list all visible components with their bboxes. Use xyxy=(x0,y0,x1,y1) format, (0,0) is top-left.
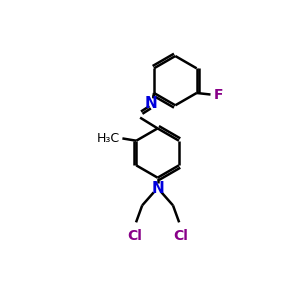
Text: N: N xyxy=(145,96,157,111)
Text: H₃C: H₃C xyxy=(97,132,120,145)
Text: Cl: Cl xyxy=(127,229,142,243)
Text: N: N xyxy=(151,181,164,196)
Text: F: F xyxy=(214,88,223,101)
Text: Cl: Cl xyxy=(173,229,188,243)
